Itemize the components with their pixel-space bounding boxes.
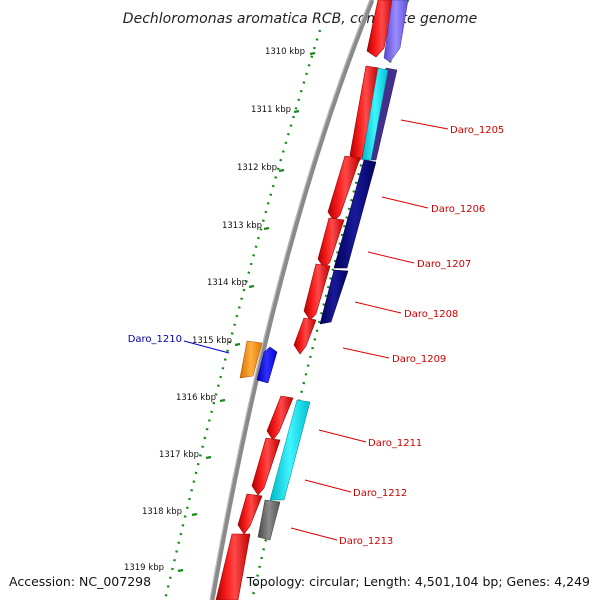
cds-feature [237, 493, 263, 535]
tick-label: 1318 kbp [142, 507, 182, 517]
gene-labels: Daro_1205 Daro_1206 Daro_1207 Daro_1208 … [128, 125, 505, 547]
feature-navy [319, 269, 349, 325]
cds-feature [366, 0, 395, 58]
tick-label: 1317 kbp [159, 450, 199, 460]
tick-mark [205, 455, 212, 460]
feature-gray [257, 499, 281, 541]
gene-label-daro-1212[interactable]: Daro_1212 [353, 488, 407, 499]
feature-blue [256, 346, 278, 384]
leader-line [304, 479, 352, 493]
scale-dotted-line [163, 29, 322, 600]
scale-ticks: 1310 kbp 1311 kbp 1312 kbp 1313 kbp 1314… [124, 47, 316, 573]
tick-mark [219, 398, 226, 403]
topology-text: Topology: circular; Length: 4,501,104 bp… [246, 574, 590, 589]
gene-label-daro-1210[interactable]: Daro_1210 [128, 334, 182, 345]
tick-mark [234, 342, 241, 347]
tick-mark [177, 568, 184, 573]
tick-mark [293, 109, 300, 114]
gene-label-daro-1213[interactable]: Daro_1213 [339, 536, 393, 547]
map-title: Dechloromonas aromatica RCB, complete ge… [123, 11, 477, 27]
tick-mark [248, 284, 255, 289]
tick-label: 1314 kbp [207, 278, 247, 288]
tick-mark [309, 51, 316, 56]
gene-leader-lines [183, 119, 449, 541]
tick-label: 1313 kbp [222, 221, 262, 231]
tick-mark [263, 226, 270, 231]
tick-label: 1311 kbp [251, 105, 291, 115]
leader-line [342, 347, 390, 359]
leader-line [354, 301, 402, 314]
cds-feature [327, 155, 361, 222]
tick-label: 1310 kbp [265, 47, 305, 57]
cds-feature [293, 317, 317, 355]
cds-features-colored [239, 0, 409, 541]
cds-feature [317, 217, 345, 269]
feature-navy [333, 159, 377, 269]
cds-feature [251, 437, 281, 496]
gene-label-daro-1205[interactable]: Daro_1205 [450, 125, 504, 136]
tick-label: 1315 kbp [192, 336, 232, 346]
gene-label-daro-1207[interactable]: Daro_1207 [417, 259, 471, 270]
feature-orange [239, 340, 263, 379]
cds-feature [215, 533, 251, 600]
genome-backbone [209, 0, 375, 600]
feature-purple [383, 0, 409, 63]
leader-line [318, 429, 367, 443]
feature-cyan [269, 399, 311, 501]
tick-label: 1319 kbp [124, 563, 164, 573]
leader-line [290, 527, 338, 541]
cds-feature [303, 263, 331, 321]
gene-label-daro-1209[interactable]: Daro_1209 [392, 354, 446, 365]
leader-line [367, 251, 415, 264]
gene-label-daro-1208[interactable]: Daro_1208 [404, 309, 458, 320]
gene-label-daro-1206[interactable]: Daro_1206 [431, 204, 485, 215]
cds-features-red [215, 0, 395, 600]
leader-line [400, 119, 449, 130]
accession-text: Accession: NC_007298 [9, 574, 151, 589]
leader-line [381, 196, 429, 209]
gene-label-daro-1211[interactable]: Daro_1211 [368, 438, 422, 449]
leader-line [183, 340, 230, 354]
tick-label: 1316 kbp [176, 393, 216, 403]
feature-cyan [361, 67, 389, 161]
tick-label: 1312 kbp [237, 163, 277, 173]
tick-mark [278, 168, 285, 173]
cds-feature [266, 395, 294, 441]
tick-mark [191, 512, 198, 517]
